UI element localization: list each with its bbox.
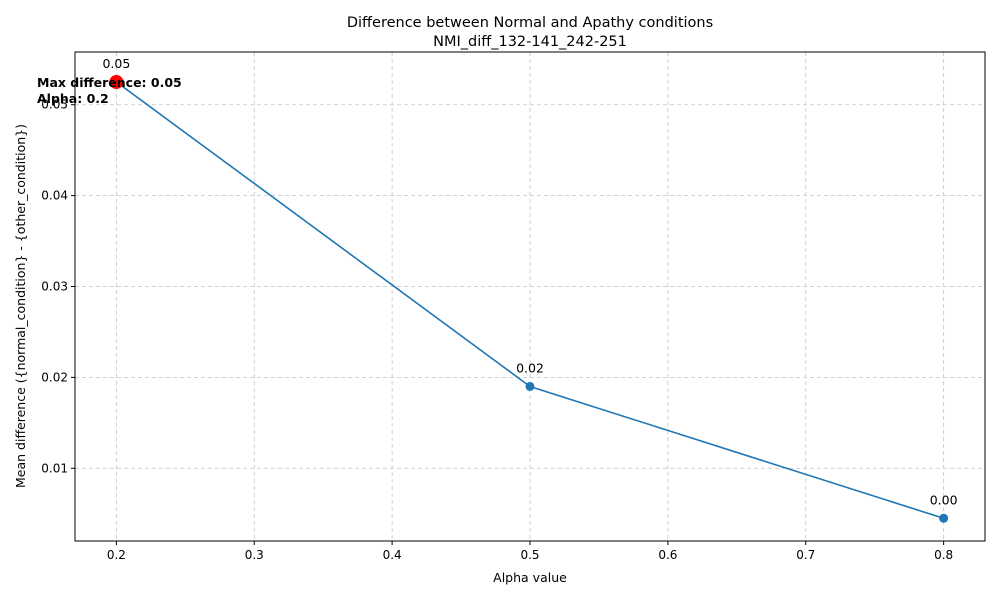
grid-lines [75, 52, 985, 541]
x-tick-label: 0.3 [245, 548, 264, 562]
data-label: 0.02 [516, 360, 544, 375]
x-tick-label: 0.8 [934, 548, 953, 562]
y-tick-label: 0.05 [41, 98, 68, 112]
x-axis-ticks: 0.2 0.3 0.4 0.5 0.6 0.7 0.8 [107, 541, 953, 562]
max-difference-point [109, 74, 124, 89]
y-tick-label: 0.01 [41, 461, 68, 475]
x-tick-label: 0.4 [383, 548, 402, 562]
x-tick-label: 0.2 [107, 548, 126, 562]
series-layer [109, 74, 949, 523]
x-tick-label: 0.5 [520, 548, 539, 562]
alpha-annotation: Alpha: 0.2 [37, 91, 109, 106]
y-axis-ticks: 0.01 0.02 0.03 0.04 0.05 [41, 98, 75, 475]
y-tick-label: 0.02 [41, 370, 68, 384]
x-tick-label: 0.7 [796, 548, 815, 562]
data-label: 0.00 [930, 492, 958, 507]
max-difference-annotation: Max difference: 0.05 [37, 75, 182, 90]
x-tick-label: 0.6 [658, 548, 677, 562]
y-tick-label: 0.04 [41, 189, 68, 203]
data-label: 0.05 [102, 56, 130, 71]
y-tick-label: 0.03 [41, 280, 68, 294]
data-point [525, 381, 535, 391]
chart-subtitle: NMI_diff_132-141_242-251 [433, 34, 627, 50]
chart-title: Difference between Normal and Apathy con… [347, 15, 713, 31]
x-axis-label: Alpha value [493, 570, 567, 585]
data-labels-layer: 0.05 0.02 0.00 [102, 56, 957, 507]
data-point [939, 513, 949, 523]
y-axis-label: Mean difference ({normal_condition} - {o… [13, 124, 28, 488]
